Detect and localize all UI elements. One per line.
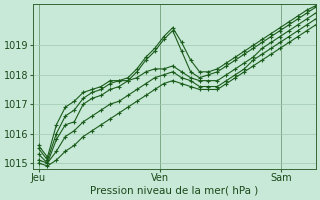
X-axis label: Pression niveau de la mer( hPa ): Pression niveau de la mer( hPa ) (90, 186, 259, 196)
